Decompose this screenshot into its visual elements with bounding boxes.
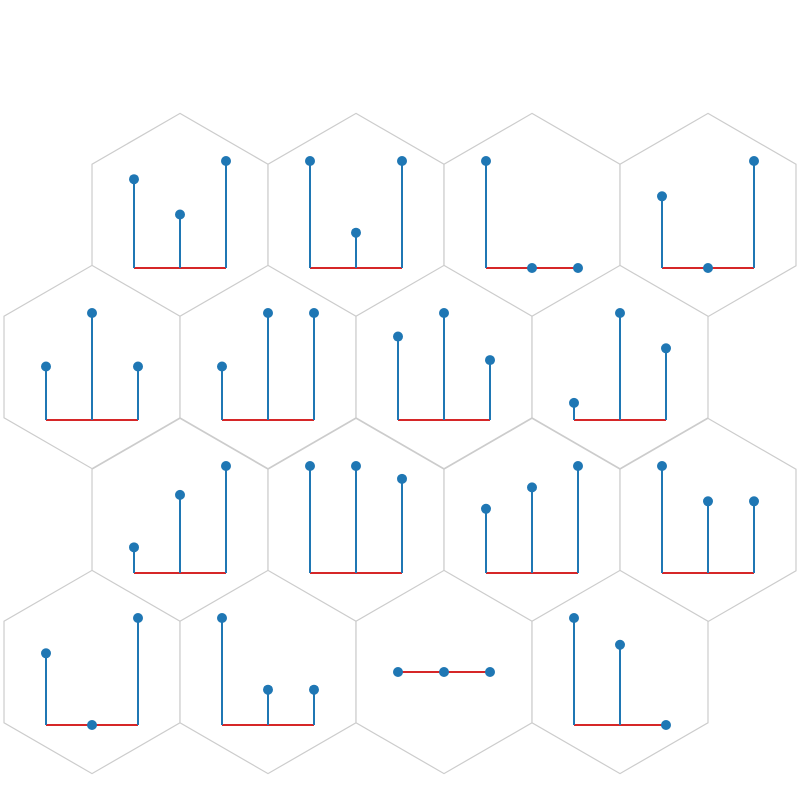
stem-marker xyxy=(221,461,231,471)
stem-marker xyxy=(351,227,361,238)
panel-16 xyxy=(531,569,709,775)
stem-marker xyxy=(175,209,185,220)
stem-marker xyxy=(615,639,625,650)
panel-3 xyxy=(443,112,621,318)
stem-marker xyxy=(133,361,143,372)
stem-marker xyxy=(397,156,407,166)
stem-marker xyxy=(263,308,273,318)
stem-marker xyxy=(481,503,491,514)
stem-marker xyxy=(573,263,583,273)
stem-marker xyxy=(703,496,713,507)
stem-marker xyxy=(749,496,759,507)
stem-marker xyxy=(527,263,537,273)
stem-marker xyxy=(217,361,227,372)
stem-marker xyxy=(41,361,51,372)
stem-marker xyxy=(129,174,139,185)
stem-marker xyxy=(133,613,143,623)
stem-marker xyxy=(309,684,319,695)
panel-15 xyxy=(355,569,533,775)
stem-marker xyxy=(309,308,319,318)
stem-marker xyxy=(481,156,491,166)
stem-marker xyxy=(615,308,625,318)
stem-marker xyxy=(703,263,713,273)
panel-4 xyxy=(619,112,797,318)
stem-marker xyxy=(527,482,537,493)
stem-marker xyxy=(351,461,361,471)
stem-marker xyxy=(397,473,407,484)
panel-12 xyxy=(619,417,797,623)
stem-marker xyxy=(129,542,139,553)
stem-marker xyxy=(305,461,315,471)
stem-marker xyxy=(661,343,671,354)
stem-marker xyxy=(439,308,449,318)
stem-marker xyxy=(569,397,579,408)
stem-marker xyxy=(485,355,495,366)
stem-marker xyxy=(221,156,231,166)
stem-marker xyxy=(573,461,583,471)
stem-marker xyxy=(175,489,185,500)
stem-marker xyxy=(305,156,315,166)
stem-marker xyxy=(657,461,667,471)
stem-marker xyxy=(263,684,273,695)
stem-marker xyxy=(41,648,51,659)
stem-marker xyxy=(87,720,97,730)
panel-8 xyxy=(531,264,709,470)
stem-marker xyxy=(569,613,579,623)
stem-marker xyxy=(87,308,97,318)
panel-13 xyxy=(3,569,181,775)
stem-marker xyxy=(393,667,403,677)
stem-marker xyxy=(485,667,495,677)
stem-marker xyxy=(657,191,667,202)
stem-marker xyxy=(393,331,403,342)
stem-marker xyxy=(439,667,449,677)
stem-marker xyxy=(661,720,671,730)
stem-marker xyxy=(217,613,227,623)
panel-11 xyxy=(443,417,621,623)
stem-marker xyxy=(749,156,759,166)
